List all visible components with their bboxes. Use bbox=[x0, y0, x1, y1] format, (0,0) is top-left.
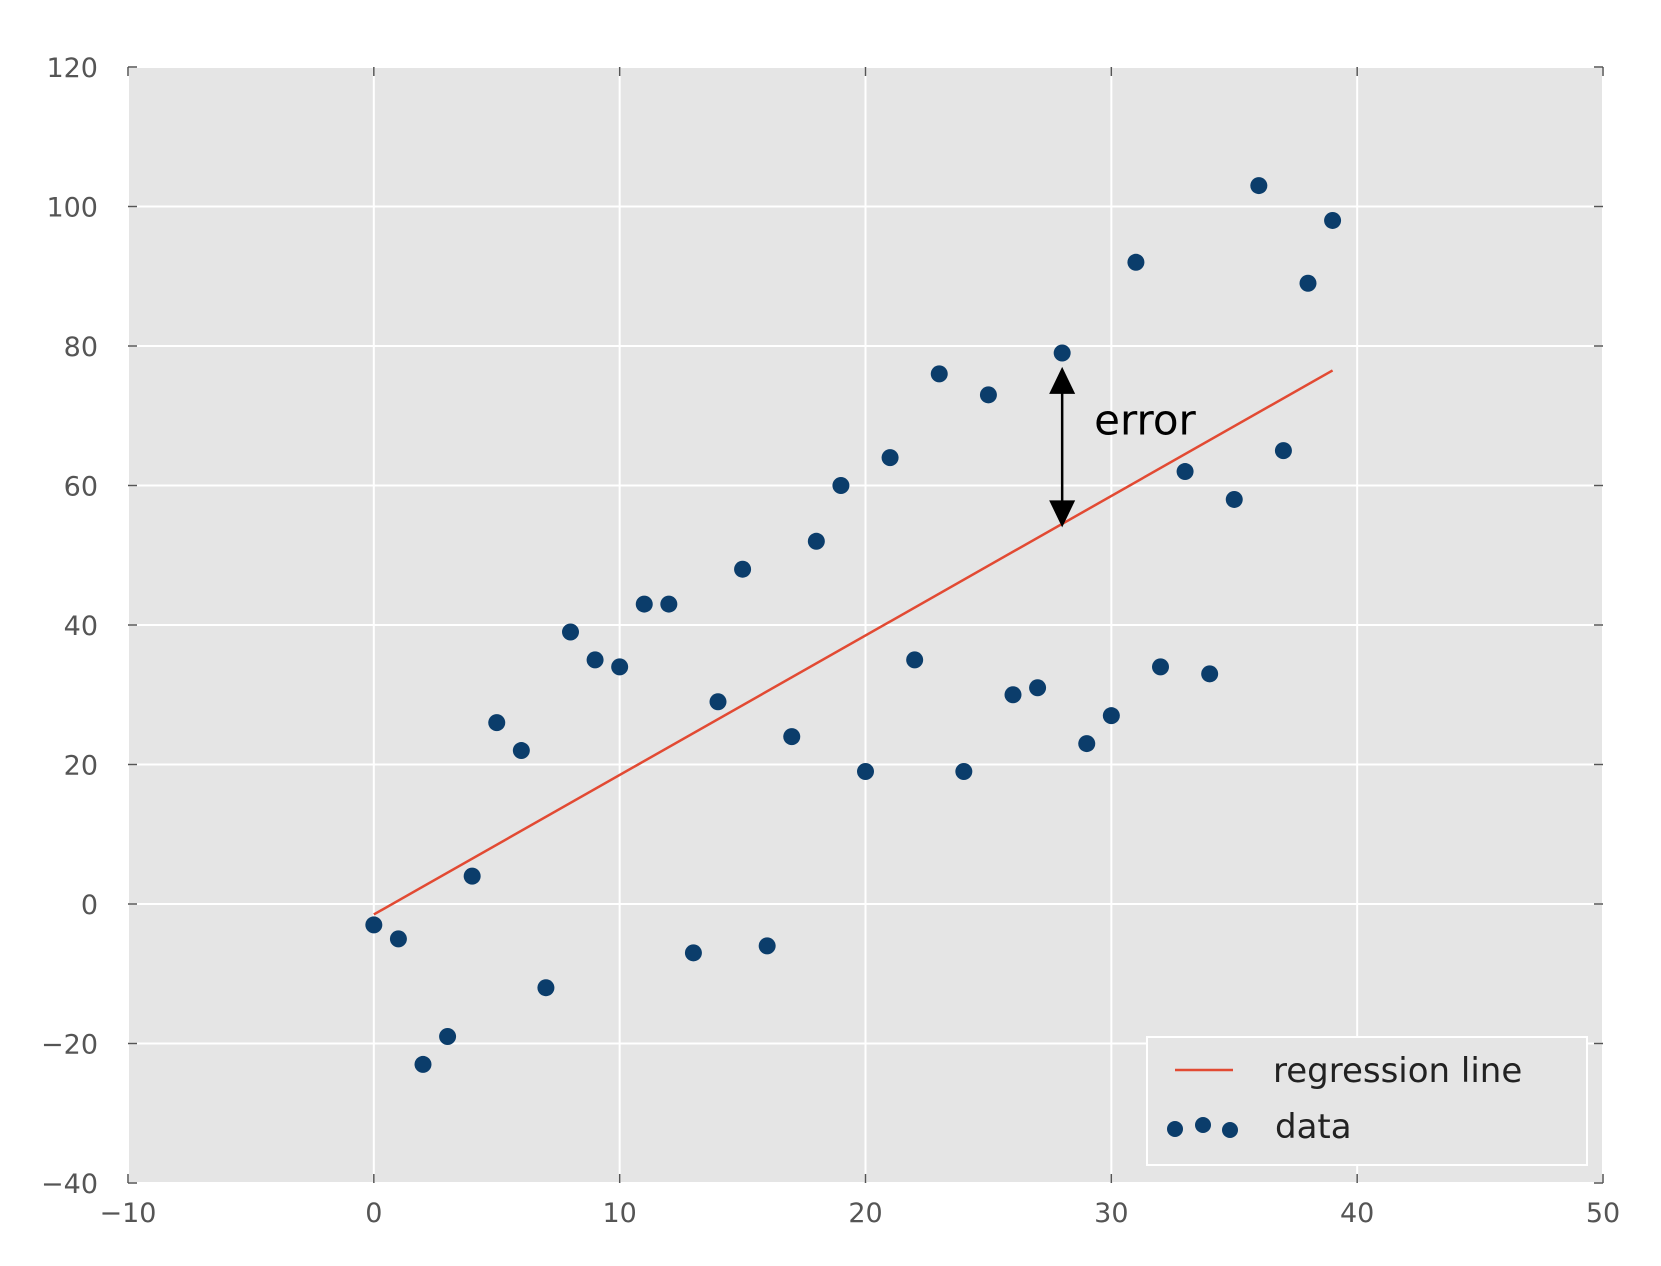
annotation-arrow-head-up bbox=[1049, 366, 1076, 394]
x-tick-label: 0 bbox=[365, 1198, 382, 1229]
data-point bbox=[586, 651, 604, 669]
data-point bbox=[783, 728, 801, 746]
y-tick-label: −40 bbox=[41, 1169, 98, 1200]
data-point bbox=[1324, 211, 1342, 229]
data-point bbox=[1004, 686, 1022, 704]
data-point bbox=[660, 595, 678, 613]
data-point bbox=[389, 930, 407, 948]
data-point bbox=[1250, 177, 1268, 195]
y-tick-label: −20 bbox=[41, 1030, 98, 1061]
legend-label-regression-line: regression line bbox=[1273, 1051, 1522, 1091]
data-point bbox=[562, 623, 579, 641]
x-tick-label: 50 bbox=[1586, 1198, 1620, 1229]
data-point bbox=[1102, 707, 1120, 725]
data-point bbox=[1176, 463, 1194, 481]
data-point bbox=[979, 386, 997, 404]
data-point bbox=[414, 1055, 432, 1073]
x-tick-label: 10 bbox=[602, 1198, 636, 1229]
data-point bbox=[734, 560, 752, 578]
data-point bbox=[881, 449, 899, 467]
data-point bbox=[463, 867, 481, 885]
annotation-arrow-head-down bbox=[1049, 500, 1076, 528]
y-tick-label: 100 bbox=[46, 193, 98, 224]
data-point bbox=[488, 714, 506, 732]
y-tick-label: 20 bbox=[64, 751, 98, 782]
data-point bbox=[512, 742, 530, 760]
data-point bbox=[906, 651, 924, 669]
legend-label-data: data bbox=[1275, 1107, 1352, 1147]
data-point bbox=[537, 979, 555, 997]
data-point bbox=[1225, 490, 1243, 508]
y-tick-label: 0 bbox=[81, 890, 98, 921]
data-point bbox=[832, 477, 850, 494]
data-point bbox=[1053, 344, 1071, 362]
legend-box bbox=[1146, 1036, 1588, 1166]
data-point bbox=[635, 595, 653, 613]
annotation-error-label: error bbox=[1094, 396, 1196, 445]
data-point bbox=[930, 365, 948, 383]
data-point bbox=[1274, 442, 1292, 460]
data-point bbox=[709, 693, 727, 711]
data-point bbox=[439, 1028, 457, 1046]
x-tick-label: 20 bbox=[848, 1198, 882, 1229]
y-tick-label: 80 bbox=[64, 332, 98, 363]
data-point bbox=[807, 532, 825, 550]
legend-data-marker-swatch bbox=[1167, 1117, 1238, 1138]
data-points-layer bbox=[365, 177, 1342, 1073]
data-point bbox=[1152, 658, 1169, 676]
annotation-layer: error bbox=[1049, 366, 1197, 528]
legend-data-marker bbox=[1195, 1117, 1211, 1133]
regression-line-layer bbox=[373, 369, 1334, 916]
x-tick-label: −10 bbox=[100, 1198, 157, 1229]
data-point bbox=[758, 937, 776, 955]
y-tick-label: 40 bbox=[64, 611, 98, 642]
data-point bbox=[955, 762, 973, 780]
data-point bbox=[857, 762, 874, 780]
legend: regression line data bbox=[1146, 1036, 1588, 1166]
data-point bbox=[1029, 679, 1047, 697]
axis-tick-labels: −10 0 10 20 30 40 50 −40 −20 0 20 40 60 80 100 120 bbox=[41, 53, 1620, 1229]
y-tick-label: 60 bbox=[64, 472, 98, 503]
legend-data-marker bbox=[1222, 1122, 1238, 1138]
data-point bbox=[1078, 735, 1096, 753]
y-tick-label: 120 bbox=[46, 53, 98, 84]
regression-line bbox=[373, 369, 1334, 916]
data-point bbox=[1127, 253, 1145, 271]
data-point bbox=[611, 658, 629, 676]
data-point bbox=[365, 916, 383, 934]
legend-data-marker bbox=[1167, 1121, 1183, 1137]
data-point bbox=[1299, 274, 1317, 292]
axis-ticks bbox=[127, 66, 1604, 1184]
data-point bbox=[684, 944, 702, 962]
x-tick-label: 40 bbox=[1340, 1198, 1374, 1229]
x-tick-label: 30 bbox=[1094, 1198, 1128, 1229]
data-point bbox=[1201, 665, 1219, 683]
